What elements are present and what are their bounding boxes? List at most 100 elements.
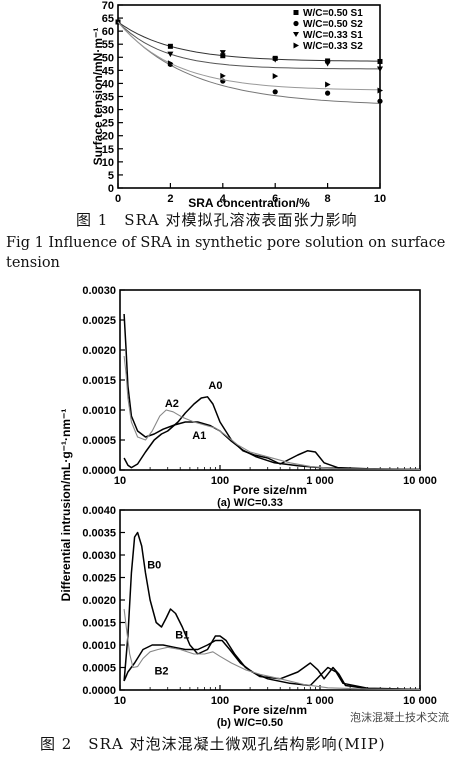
- y-tick-label: 60: [102, 26, 114, 38]
- y-tick-label: 70: [102, 0, 114, 12]
- y-tick-label: 0.0030: [82, 285, 116, 297]
- y-tick-label: 65: [102, 13, 114, 25]
- watermark: 泡沫混凝土技术交流: [347, 708, 452, 726]
- data-point-s3: [167, 51, 174, 58]
- x-tick-label: 10: [114, 695, 126, 707]
- data-point-s3: [219, 50, 226, 56]
- curve-label-B2: B2: [154, 665, 168, 677]
- data-point-s2: [272, 89, 278, 95]
- x-axis-label: Pore size/nm: [233, 703, 307, 717]
- x-axis-label: SRA concentration/%: [188, 196, 310, 210]
- fig1-caption-cn: 图 1 SRA 对模拟孔溶液表面张力影响: [76, 211, 358, 229]
- legend-entry-3: W/C=0.33 S1: [303, 30, 363, 41]
- fig2-y-axis-label: Differential intrusion/mL·g⁻¹·nm⁻¹: [59, 409, 73, 602]
- legend-entry-1: W/C=0.50 S1: [303, 8, 363, 19]
- data-point-s3: [272, 57, 279, 63]
- data-point-s1: [377, 58, 383, 64]
- legend-marker-4: [293, 42, 299, 49]
- data-point-s1: [325, 58, 331, 64]
- y-tick-label: 5: [108, 170, 114, 182]
- plot-frame: [119, 289, 421, 471]
- data-point-s1: [115, 19, 121, 25]
- x-tick-label: 10 000: [403, 695, 437, 707]
- series-line-A2: [123, 355, 421, 470]
- data-point-s2: [377, 98, 383, 104]
- y-tick-label: 0.0000: [82, 685, 116, 697]
- y-tick-label: 0.0010: [82, 640, 116, 652]
- data-point-s4: [167, 60, 174, 67]
- curve-label-A2: A2: [165, 398, 179, 410]
- fig1-caption-en: Fig 1 Influence of SRA in synthetic pore…: [6, 235, 446, 271]
- data-point-s4: [325, 81, 331, 88]
- y-tick-label: 0.0015: [82, 375, 116, 387]
- subplot-caption: (a) W/C=0.33: [217, 497, 283, 509]
- series-line-A0: [123, 396, 421, 471]
- y-axis-label: Surface tension/mN·m⁻¹: [91, 28, 105, 166]
- x-tick-label: 2: [167, 193, 173, 205]
- y-tick-label: 15: [102, 144, 114, 156]
- x-tick-label: 100: [211, 475, 229, 487]
- data-point-s4: [220, 72, 226, 79]
- legend-marker-3: [293, 32, 299, 37]
- data-point-s4: [377, 87, 383, 94]
- y-tick-label: 0.0015: [82, 618, 116, 630]
- y-tick-label: 0.0010: [82, 405, 116, 417]
- subplot-caption: (b) W/C=0.50: [217, 717, 283, 729]
- series-curve-3: [117, 21, 380, 70]
- data-point-s3: [324, 61, 331, 67]
- series-line-B2: [123, 608, 421, 691]
- x-tick-label: 4: [220, 193, 227, 205]
- y-tick-label: 0.0000: [82, 465, 116, 477]
- x-tick-label: 1 000: [306, 695, 334, 707]
- y-tick-label: 0.0025: [82, 573, 116, 585]
- plot-frame: [119, 509, 421, 691]
- curve-label-A0: A0: [208, 380, 222, 392]
- y-tick-label: 0.0035: [82, 528, 116, 540]
- y-tick-label: 50: [102, 52, 114, 64]
- x-tick-label: 10 000: [403, 475, 437, 487]
- y-tick-label: 0.0020: [82, 595, 116, 607]
- series-line-A1: [123, 313, 420, 471]
- legend-marker-1: [293, 10, 299, 15]
- series-curve-2: [117, 21, 381, 104]
- x-tick-label: 1 000: [306, 475, 334, 487]
- data-point-s1: [167, 43, 173, 49]
- y-tick-label: 55: [102, 39, 114, 51]
- y-tick-label: 30: [102, 105, 114, 117]
- y-tick-label: 20: [102, 131, 114, 143]
- x-tick-label: 0: [115, 193, 121, 205]
- x-axis-label: Pore size/nm: [233, 483, 307, 497]
- legend-entry-4: W/C=0.33 S2: [303, 41, 363, 52]
- y-tick-label: 40: [102, 78, 114, 90]
- series-line-B0: [123, 531, 421, 691]
- y-tick-label: 35: [102, 92, 114, 104]
- chart-2: 0.0000 0.0005 0.0010 0.0015 0.0020 0.0025 0.00…: [82, 285, 436, 509]
- data-point-s4: [272, 73, 279, 80]
- curve-label-B0: B0: [147, 560, 161, 572]
- data-point-s2: [325, 90, 331, 96]
- y-tick-label: 0.0005: [82, 435, 116, 447]
- y-tick-label: 0.0020: [82, 345, 116, 357]
- curve-label-A1: A1: [192, 430, 206, 442]
- chart-3: 0.0000 0.0005 0.0010 0.0015 0.0020 0.0025 0.00…: [82, 505, 436, 729]
- x-tick-label: 100: [211, 695, 229, 707]
- y-tick-label: 0.0005: [82, 663, 116, 675]
- y-tick-label: 0: [108, 183, 114, 195]
- y-tick-label: 0.0040: [82, 505, 116, 517]
- y-tick-label: 45: [102, 65, 114, 77]
- y-tick-label: 10: [102, 157, 114, 169]
- x-tick-label: 6: [272, 193, 278, 205]
- data-point-s1: [220, 53, 226, 59]
- series-curve-4: [117, 21, 381, 91]
- y-tick-label: 25: [102, 118, 114, 130]
- x-tick-label: 10: [114, 475, 126, 487]
- curve-label-B1: B1: [175, 629, 189, 641]
- x-tick-label: 8: [325, 193, 331, 205]
- legend-entry-2: W/C=0.50 S2: [303, 19, 363, 30]
- y-tick-label: 0.0025: [82, 315, 116, 327]
- x-tick-label: 10: [374, 193, 386, 205]
- series-curve-1: [117, 21, 380, 62]
- legend-marker-2: [293, 20, 299, 27]
